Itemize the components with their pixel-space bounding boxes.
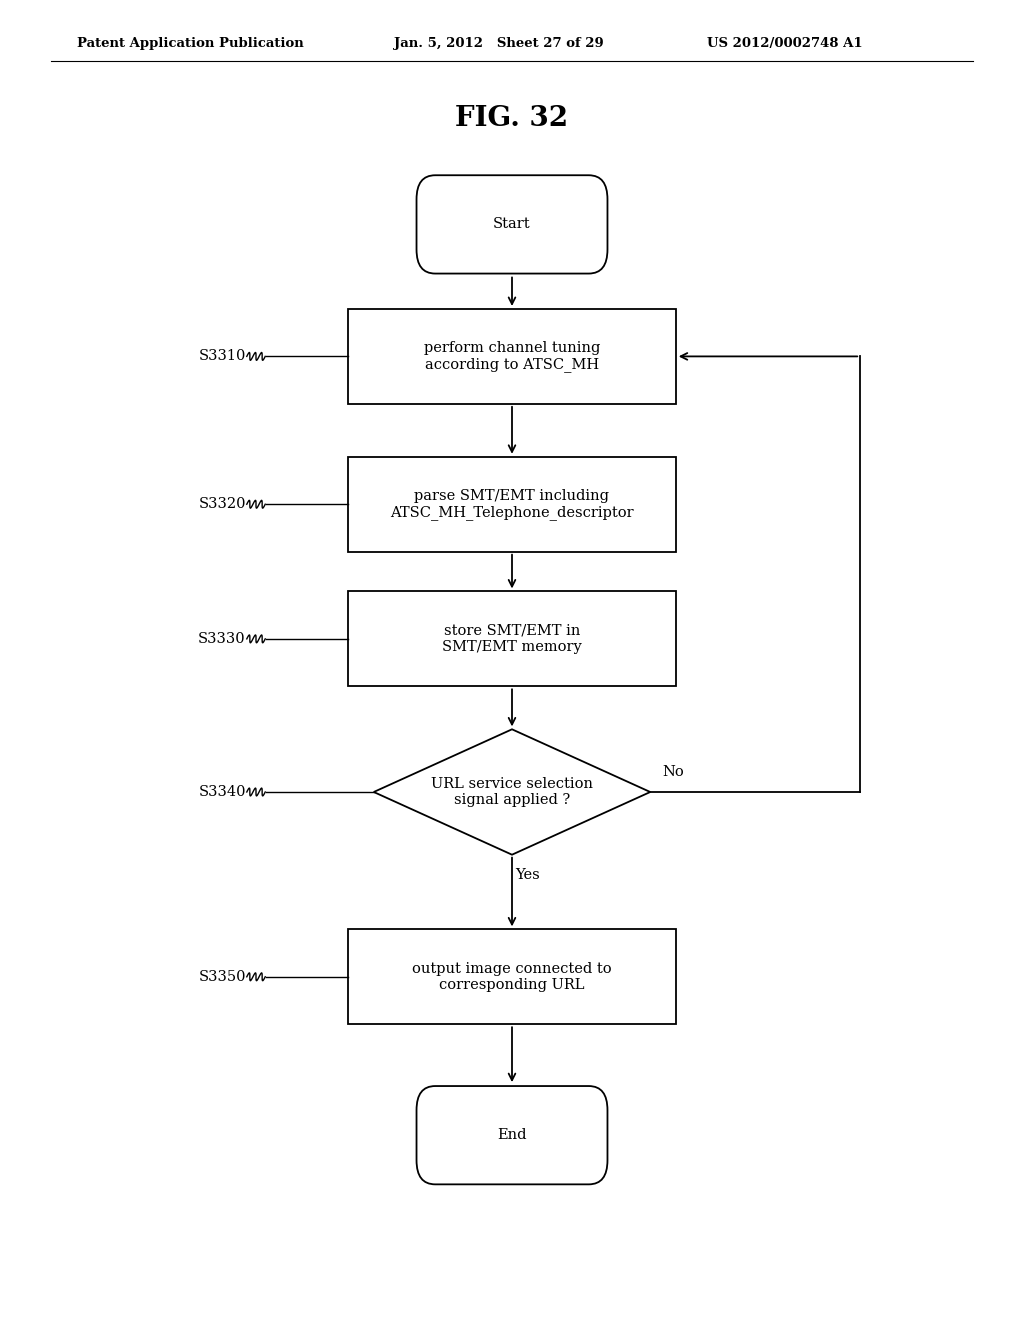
Text: Jan. 5, 2012   Sheet 27 of 29: Jan. 5, 2012 Sheet 27 of 29 (394, 37, 604, 50)
Text: S3320: S3320 (199, 498, 246, 511)
Bar (348, 929, 676, 1024)
Text: output image connected to
corresponding URL: output image connected to corresponding … (413, 962, 611, 991)
Bar (348, 309, 676, 404)
Bar (348, 457, 676, 552)
Text: S3350: S3350 (199, 970, 246, 983)
Text: Patent Application Publication: Patent Application Publication (77, 37, 303, 50)
Polygon shape (374, 729, 650, 855)
Text: End: End (498, 1129, 526, 1142)
Text: US 2012/0002748 A1: US 2012/0002748 A1 (707, 37, 862, 50)
Text: parse SMT/EMT including
ATSC_MH_Telephone_descriptor: parse SMT/EMT including ATSC_MH_Telephon… (390, 488, 634, 520)
FancyBboxPatch shape (417, 1086, 607, 1184)
Text: URL service selection
signal applied ?: URL service selection signal applied ? (431, 777, 593, 807)
Text: FIG. 32: FIG. 32 (456, 106, 568, 132)
Text: store SMT/EMT in
SMT/EMT memory: store SMT/EMT in SMT/EMT memory (442, 624, 582, 653)
Text: Start: Start (494, 218, 530, 231)
Text: S3310: S3310 (199, 350, 246, 363)
Text: No: No (663, 764, 684, 779)
Text: S3330: S3330 (198, 632, 246, 645)
Text: perform channel tuning
according to ATSC_MH: perform channel tuning according to ATSC… (424, 341, 600, 372)
FancyBboxPatch shape (417, 176, 607, 273)
Text: Yes: Yes (515, 869, 540, 882)
Text: S3340: S3340 (199, 785, 246, 799)
Bar (348, 591, 676, 686)
